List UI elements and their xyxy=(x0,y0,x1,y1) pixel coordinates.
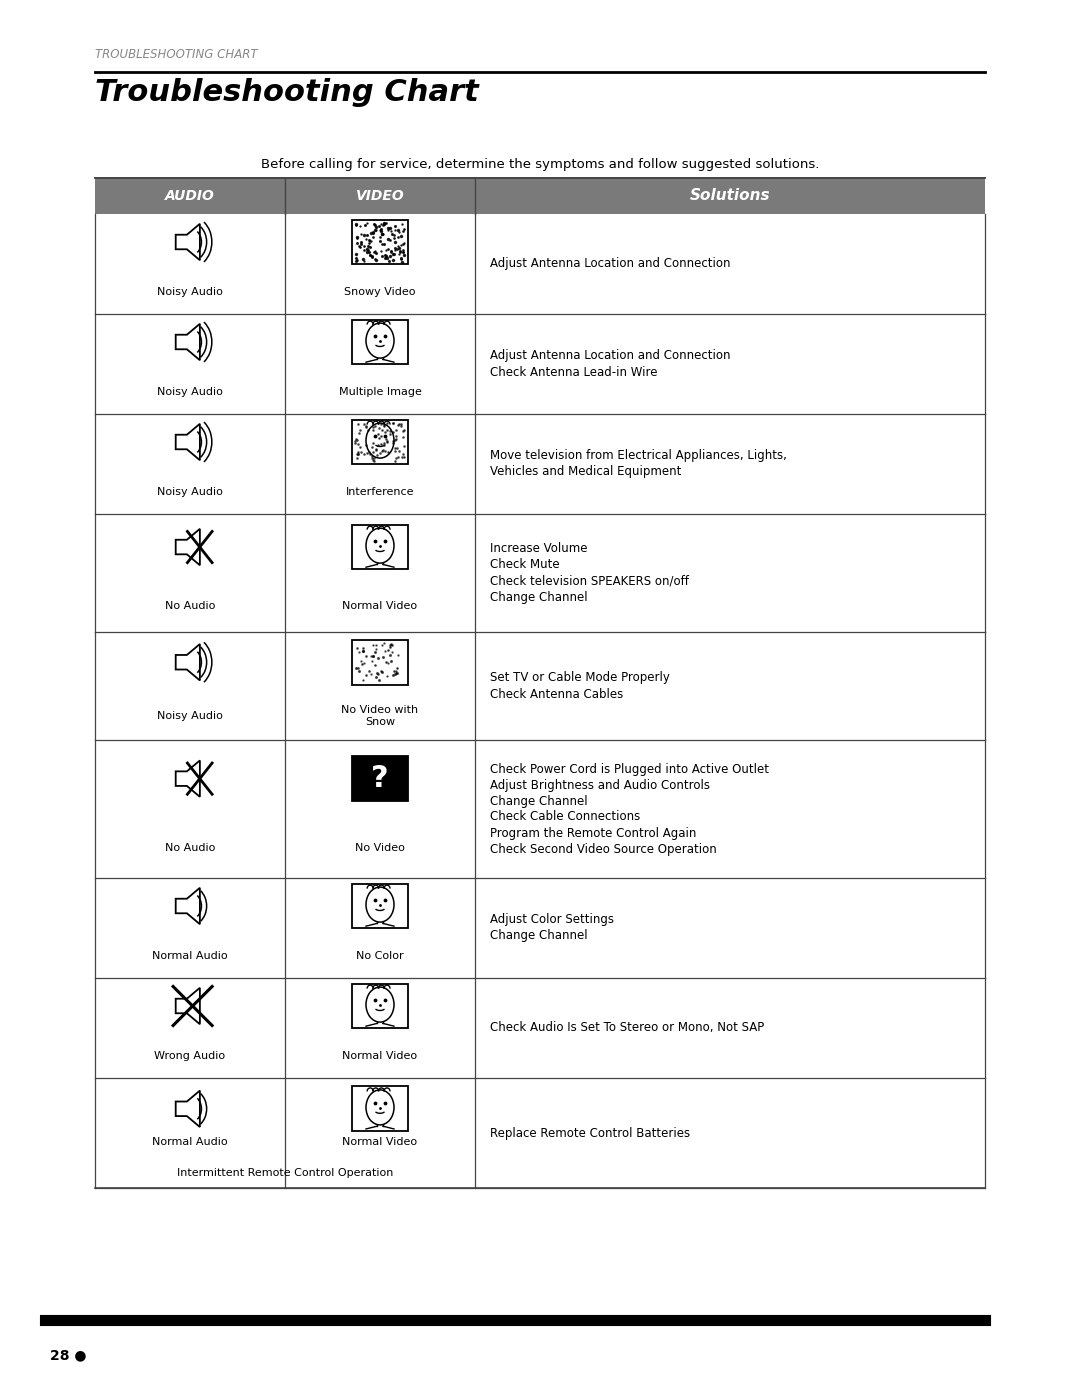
Text: Vehicles and Medical Equipment: Vehicles and Medical Equipment xyxy=(490,465,681,479)
Bar xyxy=(95,414,985,514)
Text: Check television SPEAKERS on/off: Check television SPEAKERS on/off xyxy=(490,574,689,588)
Bar xyxy=(352,525,408,570)
Bar xyxy=(352,219,408,264)
Text: Change Channel: Change Channel xyxy=(490,929,588,943)
Text: Adjust Antenna Location and Connection: Adjust Antenna Location and Connection xyxy=(490,257,730,271)
Text: No Audio: No Audio xyxy=(165,601,215,610)
Text: Normal Audio: Normal Audio xyxy=(152,1137,228,1147)
Text: Check Antenna Cables: Check Antenna Cables xyxy=(490,687,623,700)
Bar xyxy=(352,883,408,929)
Text: Snowy Video: Snowy Video xyxy=(345,286,416,298)
Text: Change Channel: Change Channel xyxy=(490,591,588,604)
Text: Move television from Electrical Appliances, Lights,: Move television from Electrical Applianc… xyxy=(490,450,787,462)
Text: AUDIO: AUDIO xyxy=(165,189,215,203)
Text: No Audio: No Audio xyxy=(165,842,215,852)
Text: Noisy Audio: Noisy Audio xyxy=(157,488,222,497)
Text: Program the Remote Control Again: Program the Remote Control Again xyxy=(490,827,697,840)
Bar xyxy=(352,320,408,365)
Text: Interference: Interference xyxy=(346,488,415,497)
Text: Intermittent Remote Control Operation: Intermittent Remote Control Operation xyxy=(177,1168,393,1178)
Bar xyxy=(95,978,985,1078)
Text: Adjust Antenna Location and Connection: Adjust Antenna Location and Connection xyxy=(490,349,730,362)
Text: Check Cable Connections: Check Cable Connections xyxy=(490,810,640,823)
Text: Noisy Audio: Noisy Audio xyxy=(157,286,222,298)
Text: Normal Audio: Normal Audio xyxy=(152,951,228,961)
Text: Check Antenna Lead-in Wire: Check Antenna Lead-in Wire xyxy=(490,366,658,379)
Text: Troubleshooting Chart: Troubleshooting Chart xyxy=(95,78,478,108)
Bar xyxy=(352,640,408,685)
Text: Adjust Color Settings: Adjust Color Settings xyxy=(490,914,615,926)
Text: ?: ? xyxy=(372,764,389,793)
Text: Replace Remote Control Batteries: Replace Remote Control Batteries xyxy=(490,1126,690,1140)
Bar xyxy=(95,631,985,740)
Bar xyxy=(352,983,408,1028)
Bar xyxy=(352,756,408,800)
Text: 28 ●: 28 ● xyxy=(50,1348,86,1362)
Bar xyxy=(352,419,408,464)
Text: Change Channel: Change Channel xyxy=(490,795,588,807)
Text: No Video: No Video xyxy=(355,842,405,852)
Text: No Video with
Snow: No Video with Snow xyxy=(341,705,419,726)
Text: Before calling for service, determine the symptoms and follow suggested solution: Before calling for service, determine th… xyxy=(260,158,820,170)
Text: No Color: No Color xyxy=(356,951,404,961)
Text: Noisy Audio: Noisy Audio xyxy=(157,387,222,397)
Bar xyxy=(95,877,985,978)
Bar xyxy=(95,1078,985,1187)
Text: Set TV or Cable Mode Properly: Set TV or Cable Mode Properly xyxy=(490,672,670,685)
Text: Noisy Audio: Noisy Audio xyxy=(157,711,222,721)
Bar xyxy=(95,214,985,314)
Text: Normal Video: Normal Video xyxy=(342,601,418,610)
Text: Multiple Image: Multiple Image xyxy=(338,387,421,397)
Text: Check Power Cord is Plugged into Active Outlet: Check Power Cord is Plugged into Active … xyxy=(490,763,769,775)
Bar xyxy=(95,314,985,414)
Text: VIDEO: VIDEO xyxy=(355,189,404,203)
Bar xyxy=(95,514,985,631)
Text: Normal Video: Normal Video xyxy=(342,1051,418,1060)
Bar xyxy=(95,177,985,214)
Bar xyxy=(352,1087,408,1132)
Text: Adjust Brightness and Audio Controls: Adjust Brightness and Audio Controls xyxy=(490,778,710,792)
Bar xyxy=(95,740,985,877)
Text: Increase Volume: Increase Volume xyxy=(490,542,588,556)
Text: Wrong Audio: Wrong Audio xyxy=(154,1051,226,1060)
Text: TROUBLESHOOTING CHART: TROUBLESHOOTING CHART xyxy=(95,47,257,61)
Text: Check Second Video Source Operation: Check Second Video Source Operation xyxy=(490,842,717,855)
Text: Solutions: Solutions xyxy=(690,189,770,204)
Text: Check Mute: Check Mute xyxy=(490,559,559,571)
Text: Normal Video: Normal Video xyxy=(342,1137,418,1147)
Text: Check Audio Is Set To Stereo or Mono, Not SAP: Check Audio Is Set To Stereo or Mono, No… xyxy=(490,1021,765,1035)
